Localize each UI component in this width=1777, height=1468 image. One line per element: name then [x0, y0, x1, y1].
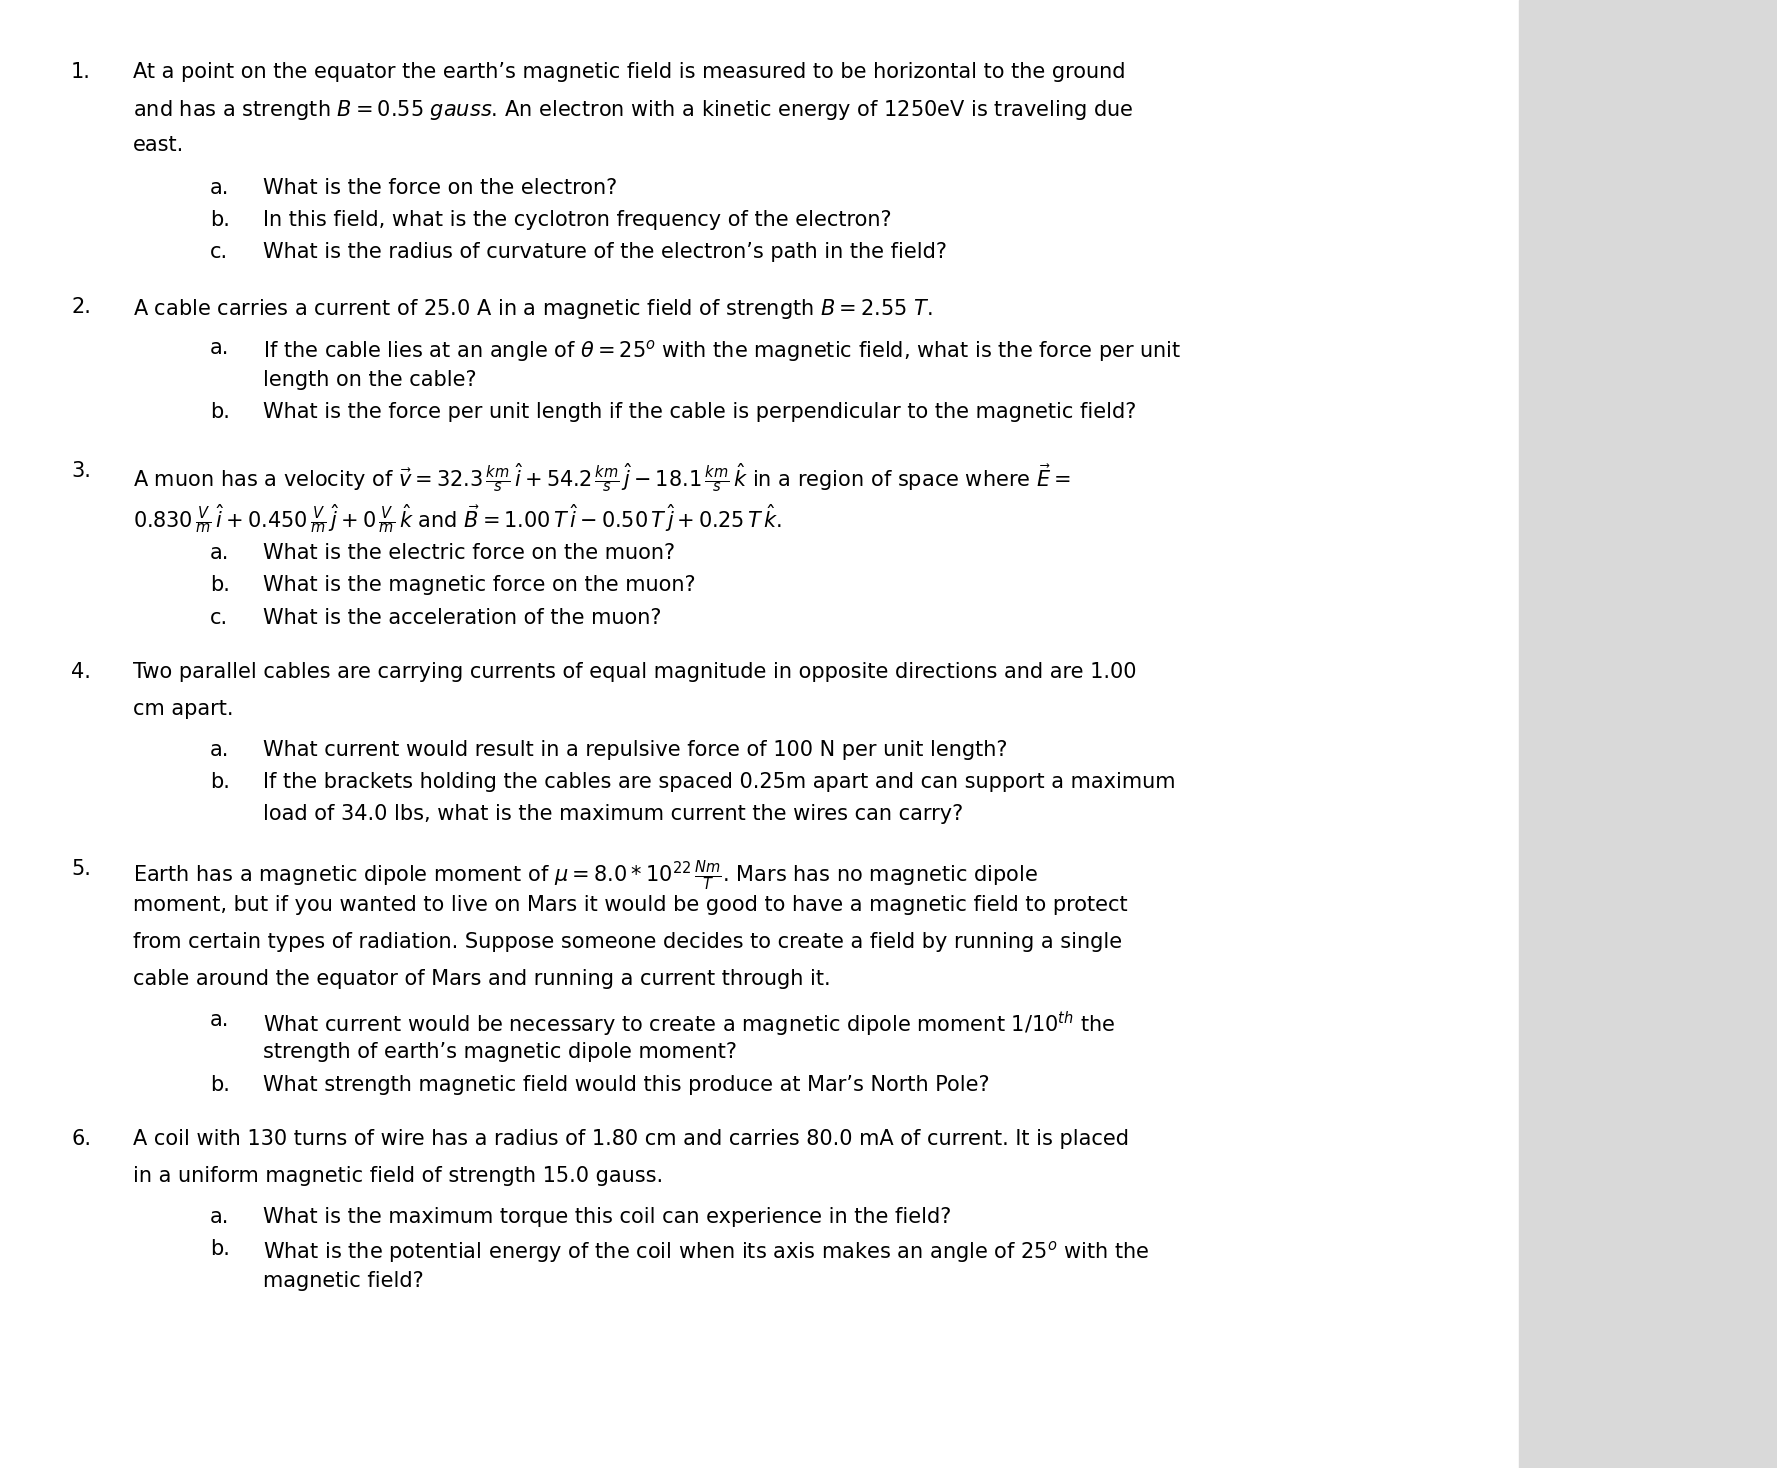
Text: $0.830\,\frac{V}{m}\,\hat{i} + 0.450\,\frac{V}{m}\,\hat{j} + 0\,\frac{V}{m}\,\ha: $0.830\,\frac{V}{m}\,\hat{i} + 0.450\,\f…	[133, 502, 782, 534]
Text: from certain types of radiation. Suppose someone decides to create a field by ru: from certain types of radiation. Suppose…	[133, 932, 1123, 953]
Text: moment, but if you wanted to live on Mars it would be good to have a magnetic fi: moment, but if you wanted to live on Mar…	[133, 895, 1128, 916]
Text: If the cable lies at an angle of $\theta = 25^o$ with the magnetic field, what i: If the cable lies at an angle of $\theta…	[263, 338, 1182, 364]
Text: A muon has a velocity of $\vec{v} = 32.3\,\frac{km}{s}\,\hat{i} + 54.2\,\frac{km: A muon has a velocity of $\vec{v} = 32.3…	[133, 461, 1072, 493]
Text: a.: a.	[210, 1010, 229, 1031]
Text: What current would be necessary to create a magnetic dipole moment 1/10$^{th}$ t: What current would be necessary to creat…	[263, 1010, 1116, 1039]
Text: What is the magnetic force on the muon?: What is the magnetic force on the muon?	[263, 575, 695, 596]
Text: What is the radius of curvature of the electron’s path in the field?: What is the radius of curvature of the e…	[263, 242, 947, 263]
Text: cable around the equator of Mars and running a current through it.: cable around the equator of Mars and run…	[133, 969, 832, 989]
Text: Two parallel cables are carrying currents of equal magnitude in opposite directi: Two parallel cables are carrying current…	[133, 662, 1137, 683]
Text: What strength magnetic field would this produce at Mar’s North Pole?: What strength magnetic field would this …	[263, 1075, 990, 1095]
Text: What is the acceleration of the muon?: What is the acceleration of the muon?	[263, 608, 661, 628]
Text: b.: b.	[210, 210, 229, 230]
Text: strength of earth’s magnetic dipole moment?: strength of earth’s magnetic dipole mome…	[263, 1042, 737, 1063]
Text: In this field, what is the cyclotron frequency of the electron?: In this field, what is the cyclotron fre…	[263, 210, 892, 230]
Text: What current would result in a repulsive force of 100 N per unit length?: What current would result in a repulsive…	[263, 740, 1008, 760]
Text: c.: c.	[210, 608, 227, 628]
Text: 5.: 5.	[71, 859, 91, 879]
Text: If the brackets holding the cables are spaced 0.25m apart and can support a maxi: If the brackets holding the cables are s…	[263, 772, 1176, 793]
Text: a.: a.	[210, 338, 229, 358]
Text: What is the electric force on the muon?: What is the electric force on the muon?	[263, 543, 675, 564]
Text: b.: b.	[210, 575, 229, 596]
Text: b.: b.	[210, 402, 229, 423]
Text: length on the cable?: length on the cable?	[263, 370, 476, 390]
Text: c.: c.	[210, 242, 227, 263]
Text: b.: b.	[210, 1075, 229, 1095]
Text: 3.: 3.	[71, 461, 91, 482]
Text: What is the maximum torque this coil can experience in the field?: What is the maximum torque this coil can…	[263, 1207, 951, 1227]
Text: cm apart.: cm apart.	[133, 699, 235, 719]
Text: b.: b.	[210, 1239, 229, 1260]
Text: a.: a.	[210, 1207, 229, 1227]
Text: 2.: 2.	[71, 297, 91, 317]
Text: What is the force on the electron?: What is the force on the electron?	[263, 178, 617, 198]
Text: a.: a.	[210, 178, 229, 198]
Text: a.: a.	[210, 543, 229, 564]
Text: east.: east.	[133, 135, 185, 156]
Text: What is the force per unit length if the cable is perpendicular to the magnetic : What is the force per unit length if the…	[263, 402, 1136, 423]
Text: A cable carries a current of 25.0 A in a magnetic field of strength $B = 2.55$ $: A cable carries a current of 25.0 A in a…	[133, 297, 933, 320]
Text: 1.: 1.	[71, 62, 91, 82]
Text: b.: b.	[210, 772, 229, 793]
Text: a.: a.	[210, 740, 229, 760]
Text: 6.: 6.	[71, 1129, 91, 1149]
Text: Earth has a magnetic dipole moment of $\mu = 8.0 * 10^{22}\,\frac{Nm}{T}$. Mars : Earth has a magnetic dipole moment of $\…	[133, 859, 1038, 894]
Text: magnetic field?: magnetic field?	[263, 1271, 423, 1292]
Text: load of 34.0 lbs, what is the maximum current the wires can carry?: load of 34.0 lbs, what is the maximum cu…	[263, 804, 963, 825]
Text: A coil with 130 turns of wire has a radius of 1.80 cm and carries 80.0 mA of cur: A coil with 130 turns of wire has a radi…	[133, 1129, 1128, 1149]
Text: and has a strength $B = 0.55$ $gauss$. An electron with a kinetic energy of 1250: and has a strength $B = 0.55$ $gauss$. A…	[133, 98, 1134, 122]
Bar	[1519, 0, 1777, 1468]
Text: At a point on the equator the earth’s magnetic field is measured to be horizonta: At a point on the equator the earth’s ma…	[133, 62, 1127, 82]
Text: in a uniform magnetic field of strength 15.0 gauss.: in a uniform magnetic field of strength …	[133, 1166, 663, 1186]
Text: 4.: 4.	[71, 662, 91, 683]
Text: What is the potential energy of the coil when its axis makes an angle of $25^o$ : What is the potential energy of the coil…	[263, 1239, 1150, 1265]
